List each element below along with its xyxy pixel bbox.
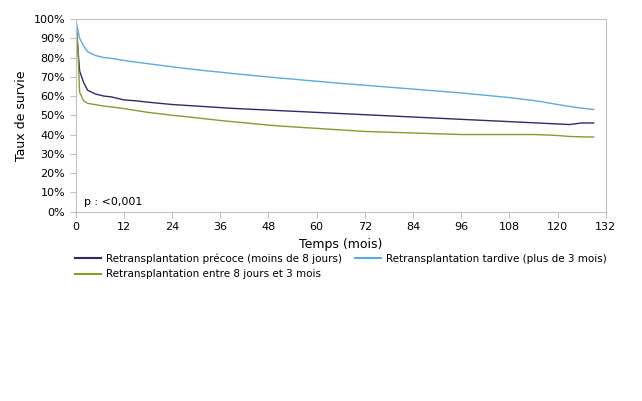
X-axis label: Temps (mois): Temps (mois) [299, 237, 383, 251]
Legend: Retransplantation précoce (moins de 8 jours), Retransplantation entre 8 jours et: Retransplantation précoce (moins de 8 jo… [71, 249, 611, 284]
Y-axis label: Taux de survie: Taux de survie [15, 70, 28, 160]
Text: p : <0,001: p : <0,001 [83, 197, 142, 207]
